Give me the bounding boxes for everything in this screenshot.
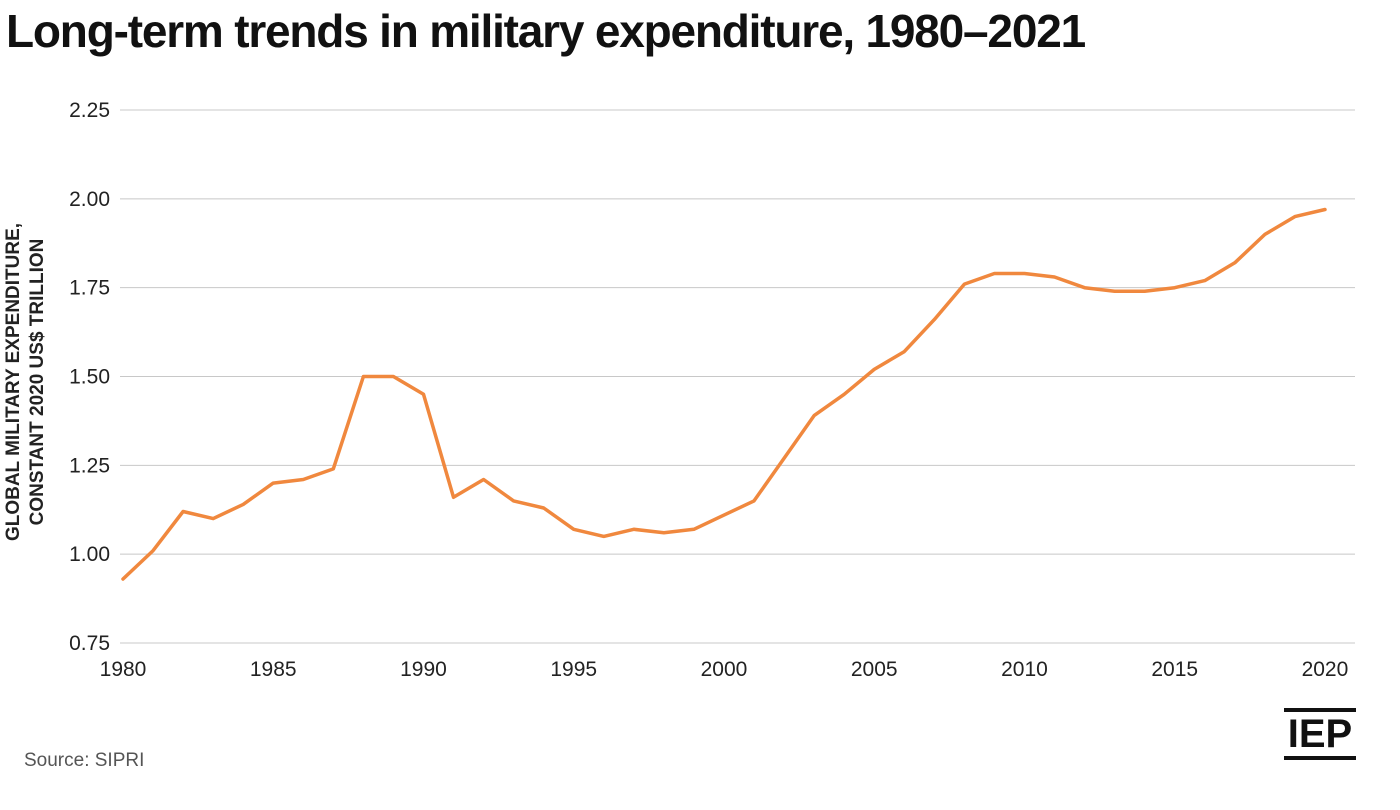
logo-text: IEP: [1287, 712, 1353, 756]
x-tick-label: 1985: [250, 658, 297, 681]
x-tick-label: 1995: [550, 658, 597, 681]
logo-bottom-rule: [1284, 756, 1356, 760]
source-note: Source: SIPRI: [24, 750, 145, 771]
y-tick-label: 2.25: [69, 99, 110, 122]
y-tick-label: 1.00: [69, 543, 110, 566]
y-tick-label: 1.50: [69, 366, 110, 389]
y-tick-label: 2.00: [69, 188, 110, 211]
x-tick-label: 1990: [400, 658, 447, 681]
x-tick-label: 1980: [100, 658, 147, 681]
x-tick-label: 2000: [701, 658, 748, 681]
x-tick-label: 2010: [1001, 658, 1048, 681]
x-tick-label: 2015: [1151, 658, 1198, 681]
x-tick-label: 2020: [1302, 658, 1349, 681]
y-tick-label: 0.75: [69, 632, 110, 655]
series-line: [121, 207, 1327, 581]
logo-top-rule: [1284, 708, 1356, 712]
chart-title: Long-term trends in military expenditure…: [6, 5, 1086, 57]
iep-logo: IEP: [1284, 708, 1356, 760]
x-tick-label: 2005: [851, 658, 898, 681]
y-tick-label: 1.75: [69, 277, 110, 300]
y-tick-label: 1.25: [69, 454, 110, 477]
